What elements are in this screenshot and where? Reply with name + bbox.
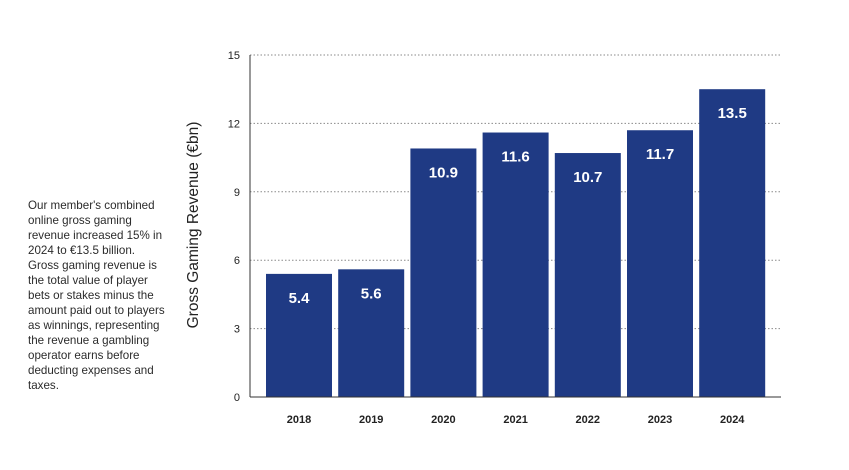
chart-description: Our member's combined online gross gamin… — [28, 199, 165, 392]
bar-value-label: 11.7 — [646, 146, 674, 163]
bar-value-label: 10.7 — [573, 169, 602, 186]
x-tick-label: 2018 — [287, 414, 311, 426]
bar-2021 — [482, 132, 549, 397]
y-tick-label: 9 — [234, 187, 240, 199]
x-tick-label: 2021 — [503, 414, 527, 426]
bar-2019 — [338, 269, 405, 397]
x-tick-label: 2022 — [576, 414, 600, 426]
bar-value-label: 10.9 — [429, 164, 458, 181]
x-tick-label: 2024 — [720, 414, 745, 426]
bar-value-label: 5.6 — [361, 285, 382, 302]
x-tick-label: 2023 — [648, 414, 672, 426]
x-tick-label: 2019 — [359, 414, 383, 426]
bar-value-label: 13.5 — [718, 105, 747, 122]
axes: 0 3 6 9 12 15 2018 2019 2020 2021 2022 2023 2024 — [228, 50, 781, 426]
bar-value-label: 5.4 — [289, 290, 311, 307]
bars: 5.4 5.6 10.9 11.6 10.7 11.7 13.5 — [266, 89, 766, 398]
bar-value-label: 11.6 — [501, 149, 529, 166]
y-tick-label: 12 — [228, 118, 240, 130]
y-tick-label: 15 — [228, 50, 240, 62]
bar-2022 — [554, 153, 621, 397]
y-tick-label: 0 — [234, 392, 240, 404]
y-tick-label: 6 — [234, 255, 240, 267]
bar-2023 — [627, 130, 693, 398]
y-tick-label: 3 — [234, 324, 240, 336]
bar-2020 — [410, 148, 477, 397]
x-tick-label: 2020 — [431, 414, 455, 426]
bar-2024 — [699, 89, 766, 397]
y-axis-label: Gross Gaming Revenue (€bn) — [185, 122, 202, 329]
bar-2018 — [266, 273, 332, 397]
